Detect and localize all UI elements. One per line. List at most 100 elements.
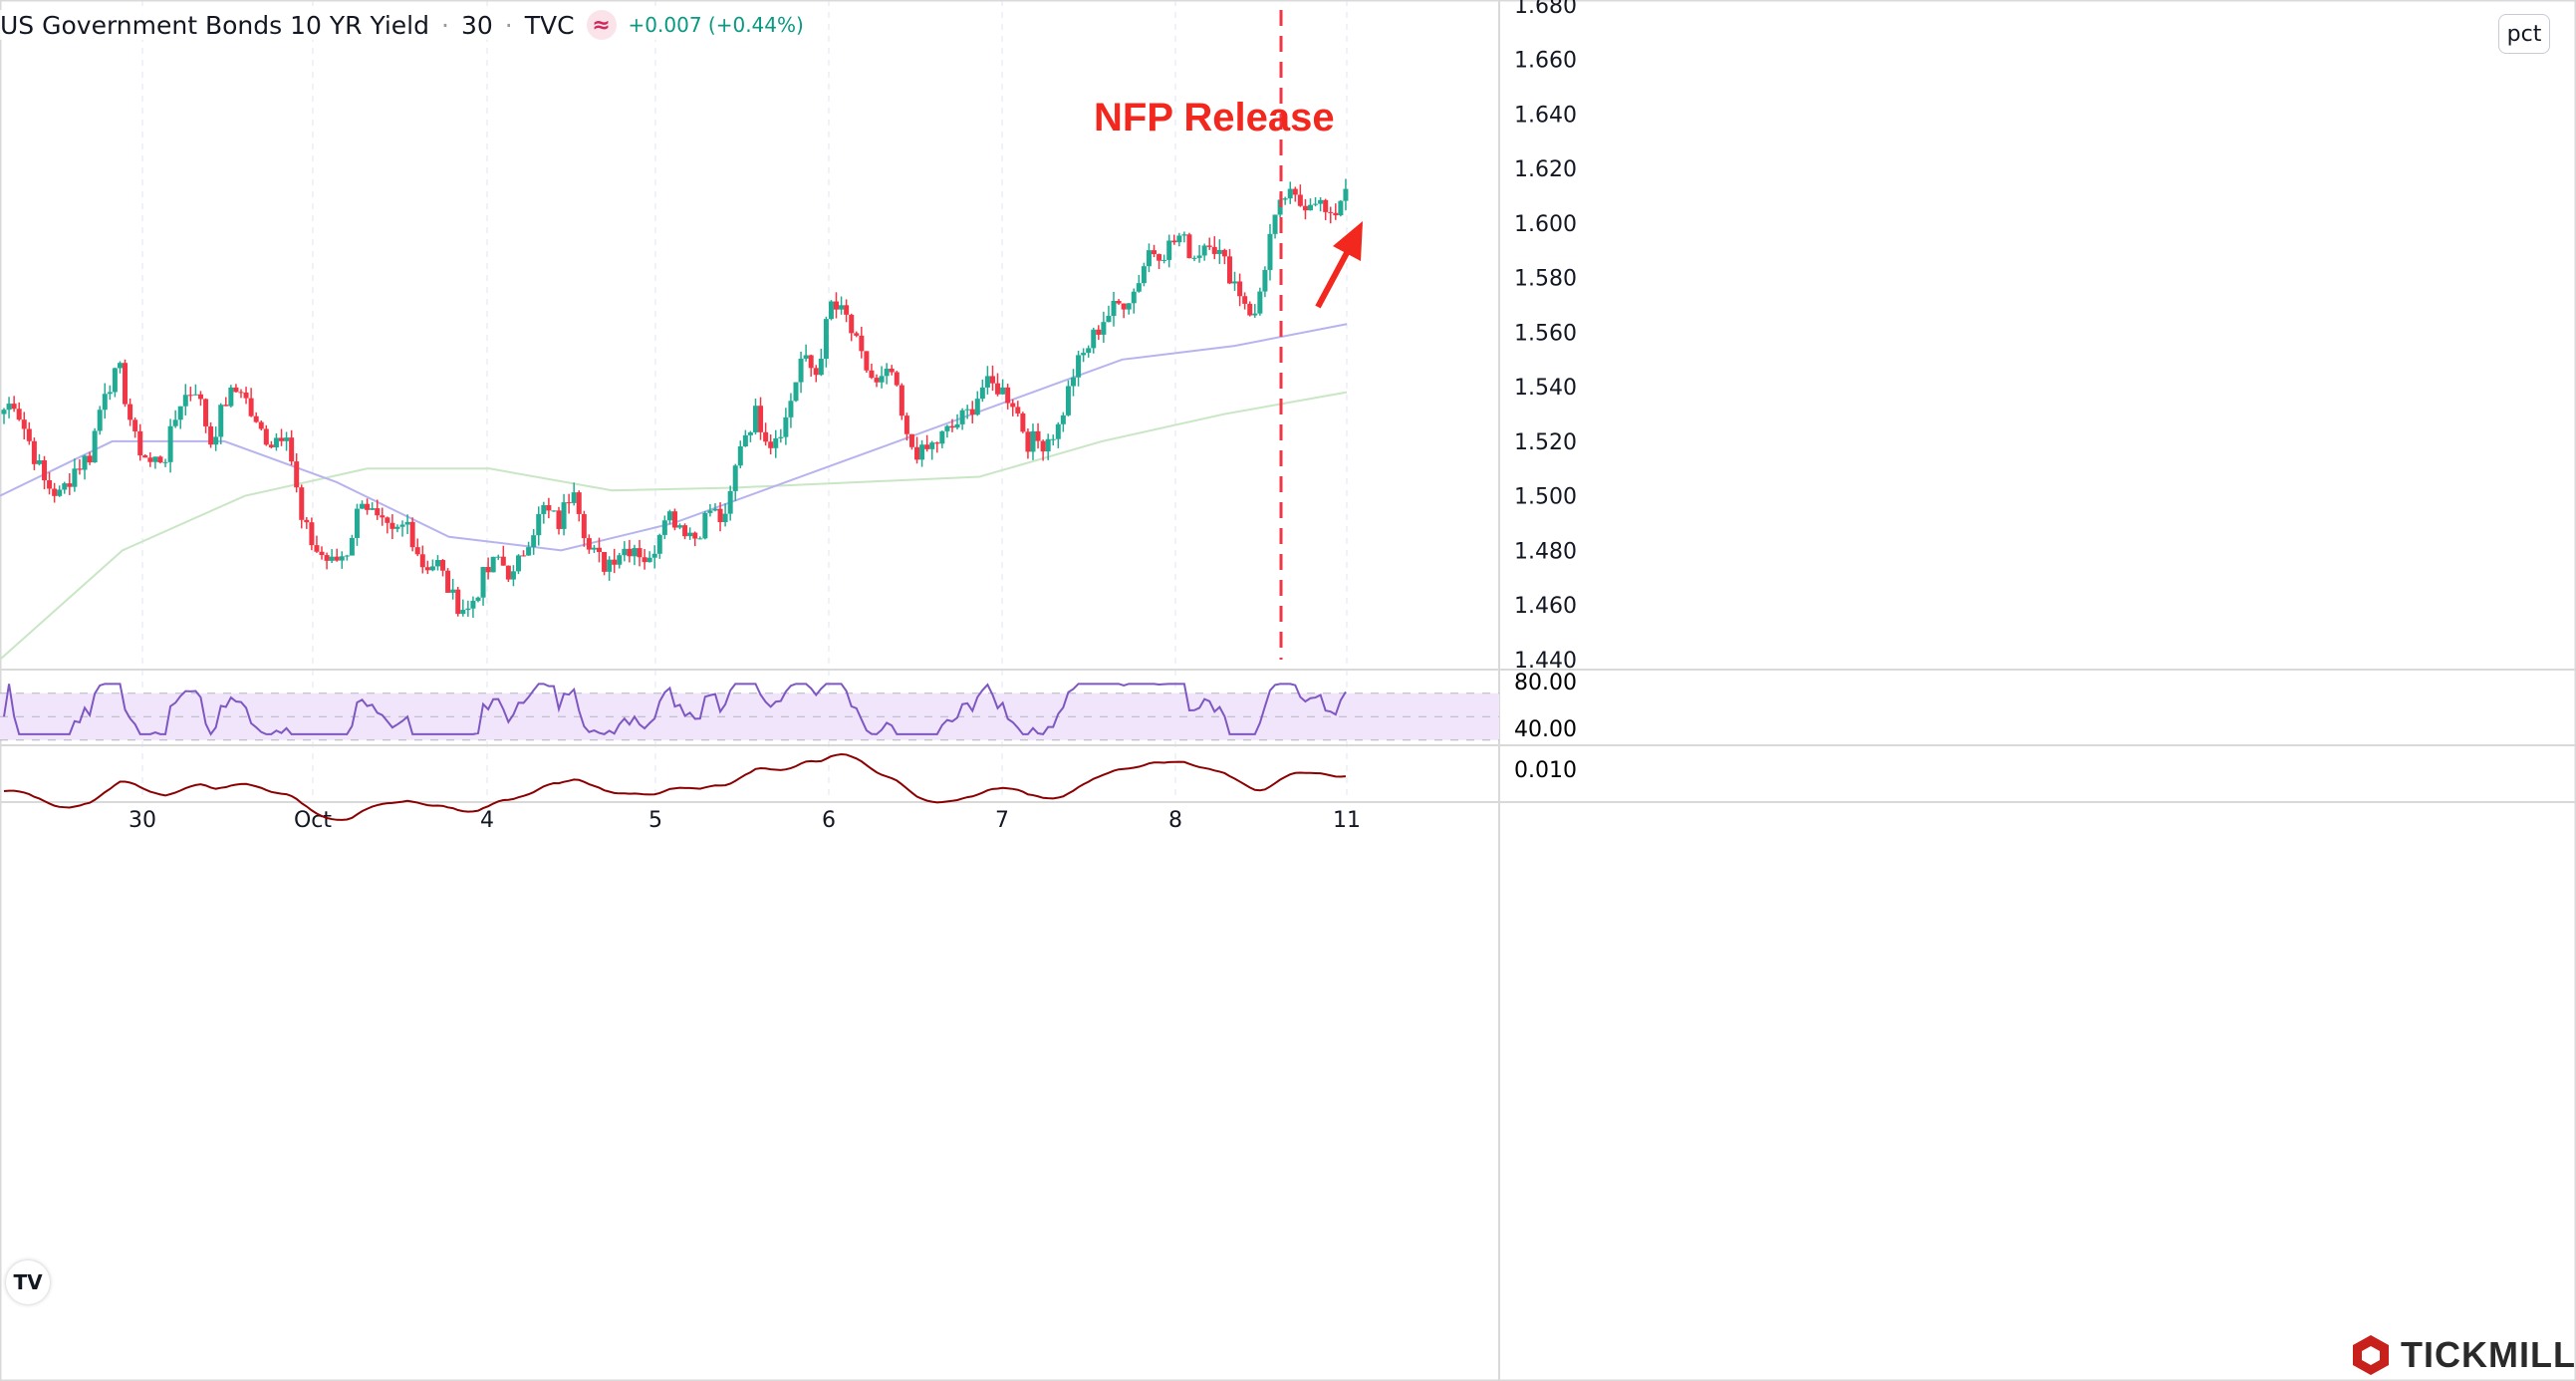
candle-body [62,483,68,490]
candle-body [284,437,290,441]
price-tick-label: 1.600 [1514,212,1577,237]
candle-body [419,554,425,568]
price-tick-label: 1.460 [1514,594,1577,619]
candle-body [375,508,381,516]
candle-body [1086,348,1092,354]
candle-body [526,547,532,556]
candle-body [344,555,350,557]
candle-body [11,404,17,410]
candle-body [455,589,461,615]
time-tick-label: 30 [129,808,156,833]
candle-body [1262,269,1268,292]
candle-body [268,444,274,447]
candle-body [16,409,22,420]
candle-body [521,555,527,557]
candle-body [1025,431,1031,452]
exchange: TVC [524,10,575,40]
candle-body [1050,438,1056,440]
candle-body [949,425,955,428]
candle-body [365,503,371,510]
candle-body [82,455,88,470]
candle-body [167,425,173,462]
time-tick-label: 4 [480,808,494,833]
candle-body [889,368,895,373]
candle-body [844,305,850,315]
candle-body [687,532,693,537]
candle-body [1297,194,1303,206]
candle-body [959,410,965,424]
candle-body [289,437,295,462]
candle-body [500,556,506,566]
candle-body [864,351,870,371]
candle-body [1121,303,1127,310]
candle-body [263,428,269,445]
time-tick-label: 11 [1333,808,1361,833]
candle-body [671,511,677,528]
candle-body [591,547,597,550]
candle-body [112,368,118,393]
candle-body [440,560,446,571]
candle-body [571,492,577,503]
candle-body [77,468,83,470]
candle-body [1131,291,1137,304]
candle-body [1313,203,1319,205]
candle-body [279,437,285,441]
tickmill-hexagon-icon [2353,1335,2389,1375]
approx-equal-icon[interactable]: ≈ [586,10,617,40]
candle-body [939,430,945,444]
candle-body [834,301,840,310]
candle-body [349,537,355,556]
time-tick-label: 6 [822,808,836,833]
candle-body [622,548,628,556]
candle-body [1076,355,1082,378]
candle-body [541,505,547,514]
candle-body [666,511,672,521]
candle-body [21,419,27,429]
candle-body [424,567,430,571]
interval[interactable]: 30 [460,10,493,40]
candle-body [607,559,613,572]
candle-body [1206,245,1212,247]
candle-body [586,538,592,550]
candle-body [429,566,435,571]
price-tick-label: 1.660 [1514,49,1577,74]
symbol-header: US Government Bonds 10 YR Yield · 30 · TVC… [0,10,812,40]
scale-unit-button[interactable]: pct [2498,14,2550,54]
candle-body [651,553,657,558]
candle-body [798,358,804,383]
candle-body [1191,257,1197,259]
candle-body [334,556,340,561]
candle-body [1040,440,1046,452]
candle-body [36,459,42,464]
candle-body [490,556,496,573]
candle-body [404,521,410,525]
price-tick-label: 1.680 [1514,0,1577,19]
candle-body [1343,188,1349,201]
arrow-shaft [1315,249,1351,309]
candle-body [747,431,753,435]
candle-body [869,370,875,379]
candle-body [1338,200,1344,216]
candle-body [1333,212,1339,216]
candle-body [556,510,562,529]
candle-body [304,519,310,523]
candle-body [515,555,521,572]
candle-body [758,406,764,432]
candle-body [722,513,728,523]
candle-body [773,437,779,448]
candle-body [803,355,809,359]
tradingview-logo[interactable]: TV [6,1260,50,1304]
candle-body [203,399,209,426]
candle-body [1101,322,1107,335]
candle-body [692,532,698,539]
candle-body [409,521,415,548]
candle-body [828,301,834,320]
candle-body [314,545,320,552]
candle-body [26,428,32,441]
candle-body [1201,245,1207,256]
candle-body [1126,303,1132,310]
candle-body [1176,235,1182,243]
